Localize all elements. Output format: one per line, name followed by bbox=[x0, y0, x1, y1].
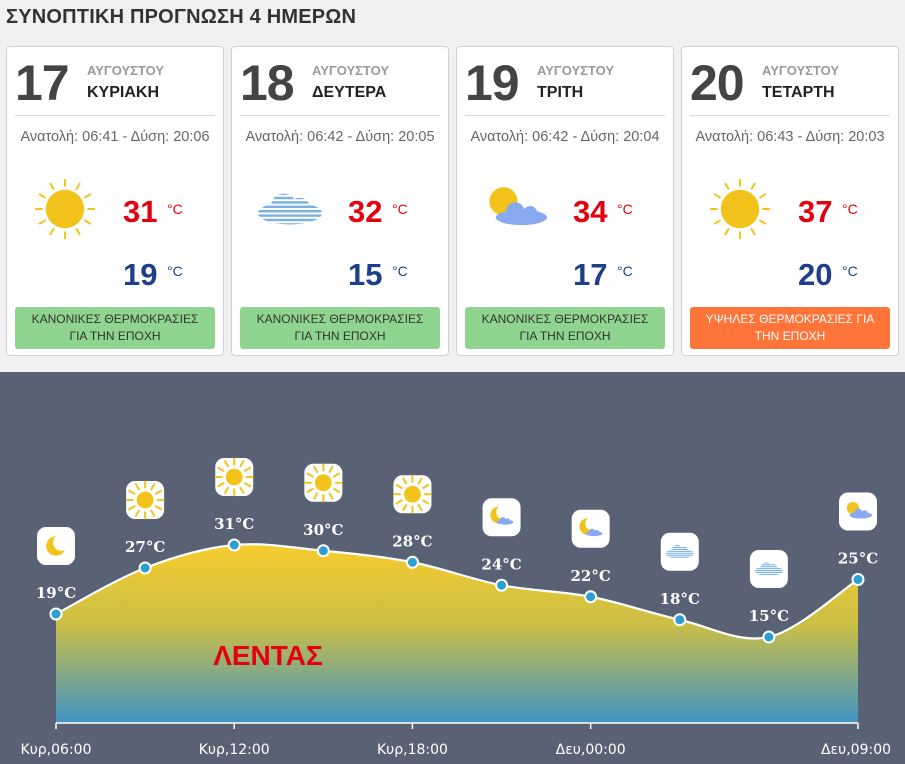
sunrise-sunset: Ανατολή: 06:42 - Δύση: 20:04 bbox=[470, 129, 660, 145]
max-temp-unit: °C bbox=[392, 201, 408, 217]
location-label: ΛΕΝΤΑΣ bbox=[213, 640, 323, 671]
month-label: ΑΥΓΟΥΣΤΟΥ bbox=[87, 63, 165, 78]
data-point[interactable] bbox=[584, 590, 598, 604]
temp-label: 28°C bbox=[392, 532, 432, 550]
data-point[interactable] bbox=[673, 613, 687, 627]
data-point[interactable] bbox=[405, 555, 419, 569]
x-tick-label: Κυρ,06:00 bbox=[21, 742, 92, 758]
temperature-line bbox=[55, 543, 859, 640]
weekday-label: ΤΡΙΤΗ bbox=[537, 84, 584, 101]
day-number: 17 bbox=[15, 55, 70, 111]
badge-line-2: ΓΙΑ ΤΗΝ ΕΠΟΧΗ bbox=[69, 329, 161, 343]
page-title: ΣΥΝΟΠΤΙΚΗ ΠΡΟΓΝΩΣΗ 4 ΗΜΕΡΩΝ bbox=[6, 6, 357, 28]
data-point[interactable] bbox=[762, 630, 776, 644]
day-number: 18 bbox=[240, 55, 295, 111]
moon-cloud-icon bbox=[571, 509, 610, 548]
min-temp-unit: °C bbox=[392, 263, 408, 279]
partly-cloudy-icon bbox=[839, 492, 877, 531]
day-card-3[interactable]: 19 ΑΥΓΟΥΣΤΟΥ ΤΡΙΤΗ Ανατολή: 06:42 - Δύση: 2… bbox=[456, 46, 674, 356]
haze-cloud-icon bbox=[660, 532, 699, 571]
max-temp: 34 bbox=[573, 194, 608, 229]
moon-icon bbox=[37, 527, 75, 565]
data-point[interactable] bbox=[851, 573, 865, 586]
weekday-label: ΔΕΥΤΕΡΑ bbox=[312, 84, 387, 101]
temp-label: 24°C bbox=[481, 555, 521, 573]
sun-icon bbox=[125, 480, 165, 520]
weekday-label: ΤΕΤΑΡΤΗ bbox=[762, 84, 835, 101]
divider bbox=[690, 115, 890, 116]
sunrise-sunset: Ανατολή: 06:42 - Δύση: 20:05 bbox=[245, 129, 435, 145]
x-tick-label: Δευ,00:00 bbox=[556, 742, 626, 758]
temp-label: 18°C bbox=[660, 590, 700, 608]
badge-line-2: ΤΗΝ ΕΠΟΧΗ bbox=[754, 329, 826, 343]
data-point[interactable] bbox=[138, 561, 152, 575]
badge-line-2: ΓΙΑ ΤΗΝ ΕΠΟΧΗ bbox=[294, 329, 386, 343]
temperature-status-badge: ΚΑΝΟΝΙΚΕΣ ΘΕΡΜΟΚΡΑΣΙΕΣ ΓΙΑ ΤΗΝ ΕΠΟΧΗ bbox=[240, 307, 440, 349]
max-temp: 32 bbox=[348, 194, 383, 229]
day-card-2[interactable]: 18 ΑΥΓΟΥΣΤΟΥ ΔΕΥΤΕΡΑ Ανατολή: 06:42 - Δύση:… bbox=[231, 46, 449, 356]
haze-cloud-icon bbox=[258, 193, 322, 225]
sun-icon bbox=[303, 463, 343, 503]
temperature-area bbox=[56, 544, 858, 723]
min-temp-unit: °C bbox=[842, 263, 858, 279]
x-tick-label: Δευ,09:00 bbox=[821, 742, 891, 758]
data-point[interactable] bbox=[316, 544, 330, 558]
weekday-label: ΚΥΡΙΑΚΗ bbox=[87, 84, 160, 101]
temp-label: 30°C bbox=[303, 521, 343, 539]
temp-label: 25°C bbox=[838, 550, 878, 568]
sun-icon bbox=[709, 178, 771, 240]
max-temp: 37 bbox=[798, 194, 833, 229]
partly-cloudy-icon bbox=[489, 187, 547, 226]
badge-line-1: ΚΑΝΟΝΙΚΕΣ ΘΕΡΜΟΚΡΑΣΙΕΣ bbox=[481, 312, 649, 326]
min-temp: 15 bbox=[348, 257, 383, 292]
day-number: 19 bbox=[465, 55, 520, 111]
sun-icon bbox=[393, 474, 432, 514]
badge-line-1: ΚΑΝΟΝΙΚΕΣ ΘΕΡΜΟΚΡΑΣΙΕΣ bbox=[31, 312, 199, 326]
data-point[interactable] bbox=[495, 578, 509, 592]
max-temp: 31 bbox=[123, 194, 158, 229]
max-temp-unit: °C bbox=[617, 201, 633, 217]
divider bbox=[240, 115, 440, 116]
min-temp-unit: °C bbox=[167, 263, 183, 279]
sun-icon bbox=[34, 178, 96, 240]
temperature-status-badge: ΚΑΝΟΝΙΚΕΣ ΘΕΡΜΟΚΡΑΣΙΕΣ ΓΙΑ ΤΗΝ ΕΠΟΧΗ bbox=[465, 307, 665, 349]
badge-line-1: ΥΨΗΛΕΣ ΘΕΡΜΟΚΡΑΣΙΕΣ ΓΙΑ bbox=[705, 312, 875, 326]
temp-label: 22°C bbox=[571, 567, 611, 585]
temperature-status-badge: ΚΑΝΟΝΙΚΕΣ ΘΕΡΜΟΚΡΑΣΙΕΣ ΓΙΑ ΤΗΝ ΕΠΟΧΗ bbox=[15, 307, 215, 349]
hourly-temperature-chart: Κυρ,06:00 Κυρ,12:00 Κυρ,18:00 Δευ,00:00 Δευ,… bbox=[21, 457, 891, 758]
sunrise-sunset: Ανατολή: 06:41 - Δύση: 20:06 bbox=[20, 129, 210, 145]
badge-line-1: ΚΑΝΟΝΙΚΕΣ ΘΕΡΜΟΚΡΑΣΙΕΣ bbox=[256, 312, 424, 326]
day-card-1[interactable]: 17 ΑΥΓΟΥΣΤΟΥ ΚΥΡΙΑΚΗ Ανατολή: 06:41 - Δύση:… bbox=[6, 46, 224, 356]
data-point[interactable] bbox=[227, 538, 241, 552]
hourly-chart-panel: Κυρ,06:00 Κυρ,12:00 Κυρ,18:00 Δευ,00:00 Δευ,… bbox=[0, 372, 905, 764]
temperature-status-badge: ΥΨΗΛΕΣ ΘΕΡΜΟΚΡΑΣΙΕΣ ΓΙΑ ΤΗΝ ΕΠΟΧΗ bbox=[690, 307, 890, 349]
day-card-4[interactable]: 20 ΑΥΓΟΥΣΤΟΥ ΤΕΤΑΡΤΗ Ανατολή: 06:43 - Δύση:… bbox=[681, 46, 899, 356]
min-temp-unit: °C bbox=[617, 263, 633, 279]
sunrise-sunset: Ανατολή: 06:43 - Δύση: 20:03 bbox=[695, 129, 885, 145]
month-label: ΑΥΓΟΥΣΤΟΥ bbox=[762, 63, 840, 78]
x-tick-label: Κυρ,12:00 bbox=[199, 742, 270, 758]
day-number: 20 bbox=[690, 55, 745, 111]
max-temp-unit: °C bbox=[167, 201, 183, 217]
min-temp: 19 bbox=[123, 257, 158, 292]
data-point[interactable] bbox=[49, 607, 63, 621]
month-label: ΑΥΓΟΥΣΤΟΥ bbox=[312, 63, 390, 78]
temp-label: 27°C bbox=[125, 538, 165, 556]
temp-label: 31°C bbox=[214, 515, 254, 533]
temp-label: 15°C bbox=[749, 607, 789, 625]
min-temp: 20 bbox=[798, 257, 833, 292]
min-temp: 17 bbox=[573, 257, 608, 292]
x-tick-label: Κυρ,18:00 bbox=[377, 742, 448, 758]
moon-cloud-icon bbox=[482, 498, 521, 537]
divider bbox=[465, 115, 665, 116]
badge-line-2: ΓΙΑ ΤΗΝ ΕΠΟΧΗ bbox=[519, 329, 611, 343]
haze-cloud-icon bbox=[749, 550, 788, 588]
month-label: ΑΥΓΟΥΣΤΟΥ bbox=[537, 63, 615, 78]
sun-icon bbox=[214, 457, 254, 497]
temp-label: 19°C bbox=[36, 584, 76, 602]
divider bbox=[15, 115, 215, 116]
max-temp-unit: °C bbox=[842, 201, 858, 217]
